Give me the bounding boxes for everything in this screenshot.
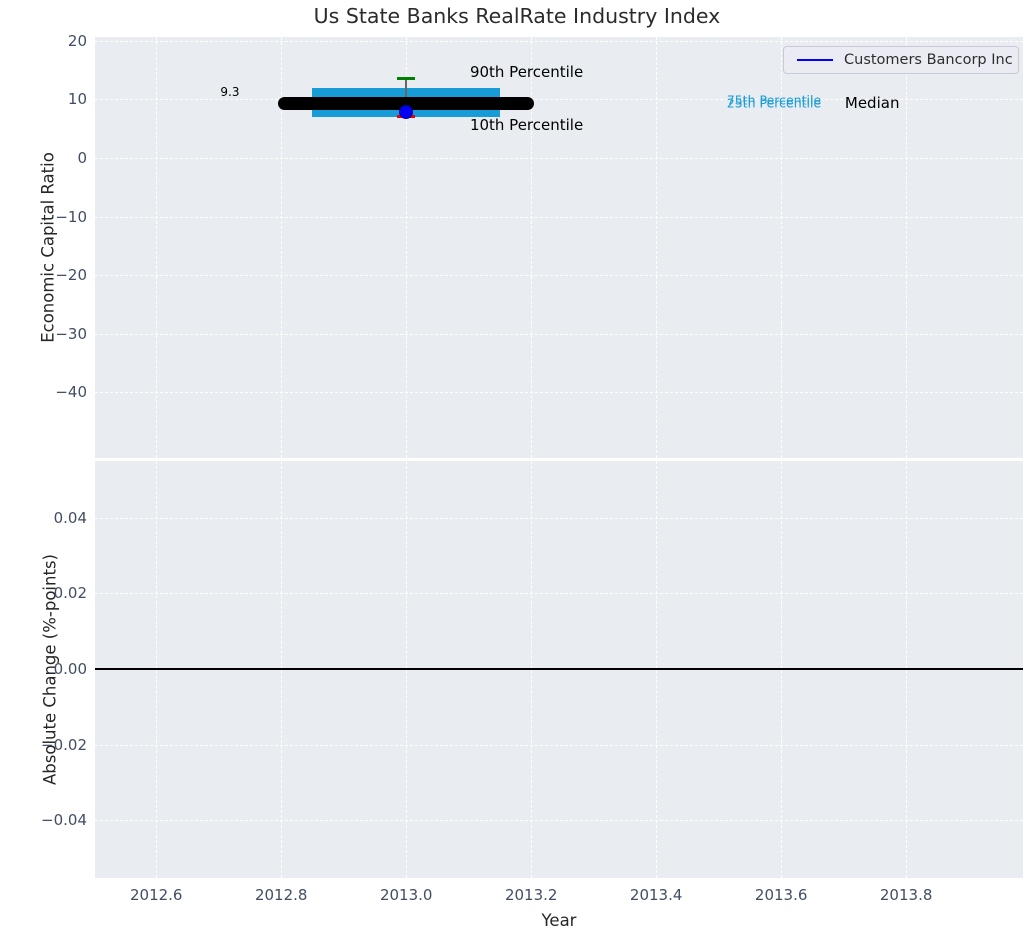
gridline-vertical: [531, 37, 533, 458]
gridline-horizontal: [95, 157, 1023, 159]
legend: Customers Bancorp Inc: [783, 46, 1019, 74]
x-tick-label: 2013.2: [504, 886, 558, 904]
zero-line: [95, 668, 1023, 671]
y-tick-label: −20: [55, 266, 87, 285]
bottom-axes-absolute-change: [95, 461, 1023, 878]
annotation: Median: [844, 93, 900, 112]
gridline-horizontal: [95, 744, 1023, 746]
y-tick-label: −30: [55, 324, 87, 343]
y-tick-label: 0.04: [53, 508, 87, 527]
gridline-vertical: [281, 37, 283, 458]
gridline-vertical: [406, 37, 408, 458]
y-tick-label: −10: [55, 207, 87, 226]
y-tick-label: 0.00: [53, 660, 87, 679]
gridline-horizontal: [95, 216, 1023, 218]
gridline-horizontal: [95, 517, 1023, 519]
gridline-vertical: [906, 37, 908, 458]
x-axis-label: Year: [541, 911, 577, 930]
legend-entry-label: Customers Bancorp Inc: [844, 52, 1013, 68]
gridline-vertical: [781, 37, 783, 458]
x-tick-label: 2013.6: [754, 886, 808, 904]
gridline-horizontal: [95, 593, 1023, 595]
gridline-horizontal: [95, 392, 1023, 394]
gridline-horizontal: [95, 333, 1023, 335]
y-tick-label: 20: [67, 31, 87, 50]
legend-line-icon: [797, 59, 833, 61]
y-tick-label: 10: [67, 90, 87, 109]
x-tick-label: 2013.8: [879, 886, 933, 904]
annotation: 9.3: [220, 84, 240, 99]
gridline-horizontal: [95, 820, 1023, 822]
gridline-vertical: [156, 37, 158, 458]
x-tick-label: 2012.6: [129, 886, 183, 904]
x-tick-label: 2013.0: [379, 886, 433, 904]
median-line: [278, 97, 535, 110]
chart-title: Us State Banks RealRate Industry Index: [313, 4, 721, 28]
gridline-horizontal: [95, 99, 1023, 101]
gridline-horizontal: [95, 40, 1023, 42]
gridline-vertical: [656, 37, 658, 458]
annotation: 25th Percentile: [726, 95, 822, 111]
gridline-horizontal: [95, 275, 1023, 277]
y-tick-label: 0.02: [53, 584, 87, 603]
company-data-point: [399, 105, 414, 120]
y-tick-label: 0: [77, 148, 87, 167]
x-tick-label: 2012.8: [254, 886, 308, 904]
y-tick-label: −40: [55, 383, 87, 402]
y-tick-label: −0.02: [41, 735, 87, 754]
y-tick-label: −0.04: [41, 811, 87, 830]
x-tick-label: 2013.4: [629, 886, 683, 904]
p90-cap: [397, 77, 416, 81]
annotation: 10th Percentile: [469, 116, 584, 135]
annotation: 90th Percentile: [469, 62, 584, 81]
annotation: 75th Percentile: [726, 92, 822, 108]
top-axes-economic-capital-ratio: [95, 37, 1023, 458]
